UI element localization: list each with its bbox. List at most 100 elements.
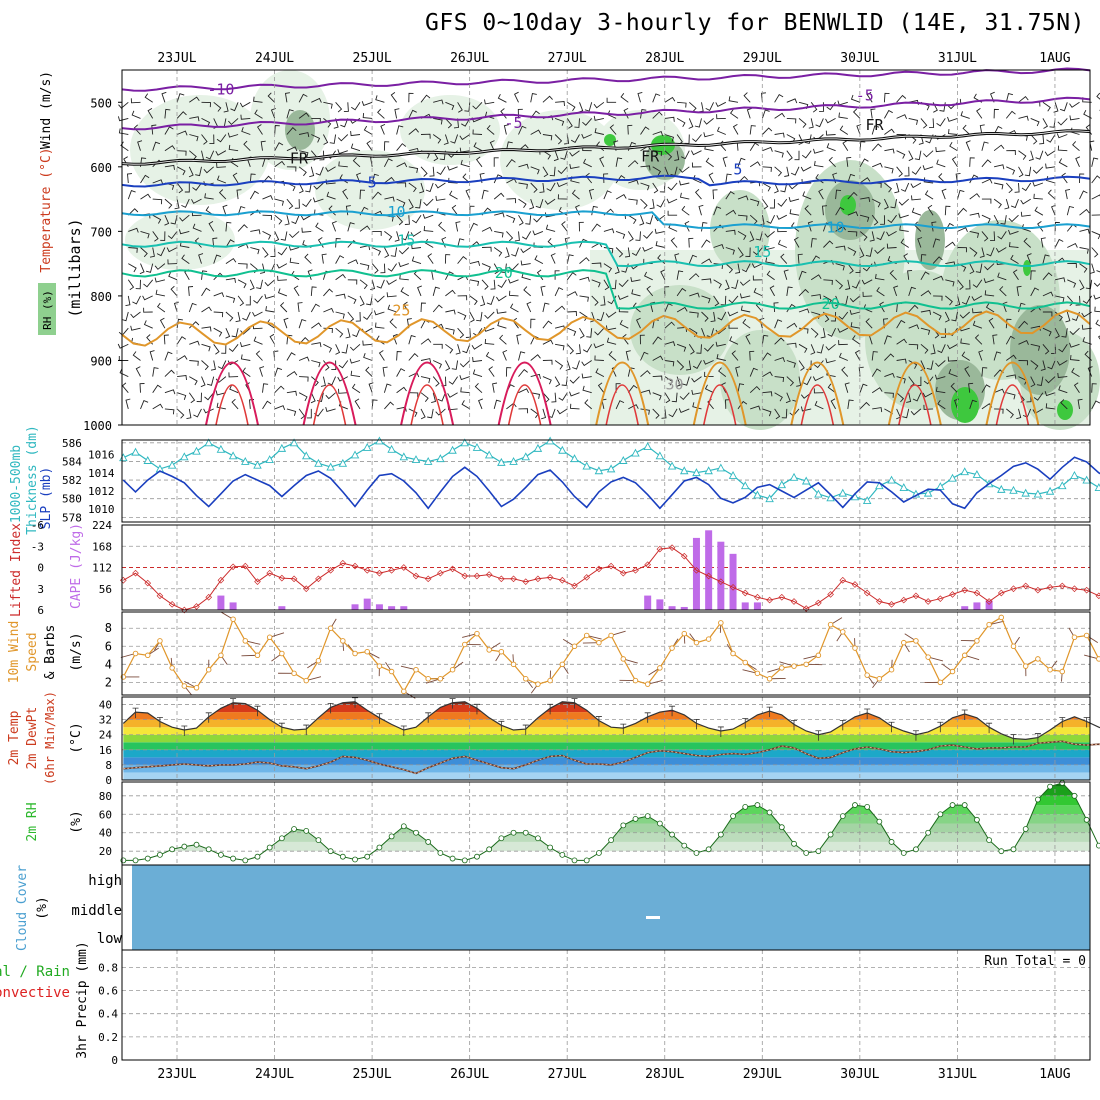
wind-barb [293,285,300,297]
wind-barb [871,198,881,208]
contour-hot-arch-inner [410,384,444,426]
wind-barb [419,182,425,194]
wind-barb [1097,335,1100,340]
y-tick-label-left: -3 [31,540,44,553]
y-axis-label-4: (°C) [69,722,84,753]
thickness-point [460,438,470,447]
wind10m-point [559,661,566,668]
wind-barb [448,376,458,385]
wind-barb [716,126,726,135]
wind-barb [462,344,471,354]
x-tick-label-bottom: 31JUL [938,1067,977,1082]
wind-barb [408,372,420,378]
cape-bar [278,606,286,610]
wind-barb [394,108,400,119]
wind-barb [769,285,775,297]
wind-barb [900,238,909,248]
wind-barb [904,166,910,177]
wind-barb [1091,230,1100,240]
wind-barb [1091,400,1100,410]
wind-barb [728,295,739,304]
wind-barb [1036,376,1044,387]
wind-barb [677,101,687,108]
cape-bar [692,537,700,610]
wind-barb [506,158,516,168]
wind-barb [164,215,170,226]
wind-barb [670,237,678,248]
contour-hot-arch-inner [312,384,347,426]
wind-barb [703,359,714,365]
thickness-point [643,442,652,450]
panel-frame [121,611,1091,696]
wind-barb [839,125,849,135]
thickness-point [497,457,506,466]
wind-barb [762,352,772,361]
wind-barb [1005,110,1016,119]
wind-barb [420,392,429,402]
series-wind10m-line [122,616,1100,693]
wind-barb [883,92,890,103]
wind-barb [363,353,373,361]
rh-point [644,813,651,820]
wind-barb [252,311,263,317]
wind-barb [253,96,263,103]
wind-barb [786,117,797,124]
wind-barb [597,382,605,393]
wind-barb [579,257,590,264]
wind-barb [349,343,361,351]
wind-barb [1079,247,1089,254]
cloud-cover-fill [132,865,1090,950]
li-point [888,601,895,608]
wind-barb [380,123,386,135]
wind-barb [139,263,145,275]
wind-barb [1072,141,1080,152]
wind-barb [176,130,188,136]
wind-barb [375,95,385,103]
wind-barb [325,406,336,412]
wind-barb [1057,372,1068,378]
wind-barb [301,227,312,233]
wind-barb [566,343,575,355]
wind-barb [671,392,678,403]
wind-barb [908,286,916,297]
wind-barb [375,322,385,329]
thickness-point [143,456,152,464]
wind10m-point [766,676,773,682]
wind-barb [859,383,868,393]
wind-barb [355,311,361,322]
wind-barb [884,353,895,361]
li-point [266,569,273,577]
wind-barb [993,351,1002,361]
wind-barb [192,223,202,232]
wind-barb [786,98,798,104]
wind-barb [569,164,580,170]
thickness-point [265,455,274,464]
wind-barb [203,408,214,414]
y-axis-label-1: 10m Wind [7,621,22,684]
li-point [327,567,334,574]
wind10m-point [1096,656,1100,662]
y-tick-label: 500 [90,96,112,110]
wind10m-point [779,665,785,671]
wind-barb [518,351,526,361]
wind-barb [705,102,715,112]
thickness-point [119,453,128,462]
wind-barb [307,269,313,280]
wind-barb [435,195,446,201]
wind-barb [352,157,361,168]
thickness-point [521,452,530,461]
wind-barb [176,166,186,176]
wind-barb [741,263,751,273]
wind-barb [254,109,263,119]
wind-barb [1051,204,1056,216]
wind-barb [1056,360,1068,366]
contour-15 [121,240,1091,268]
wind-barb [594,128,604,135]
wind-barb [131,110,141,119]
contour-hot-arch [205,361,259,426]
rh-point [474,853,480,860]
x-tick-label-bottom: 26JUL [450,1067,489,1082]
wind-barb [556,408,568,415]
thickness-point [131,447,140,456]
